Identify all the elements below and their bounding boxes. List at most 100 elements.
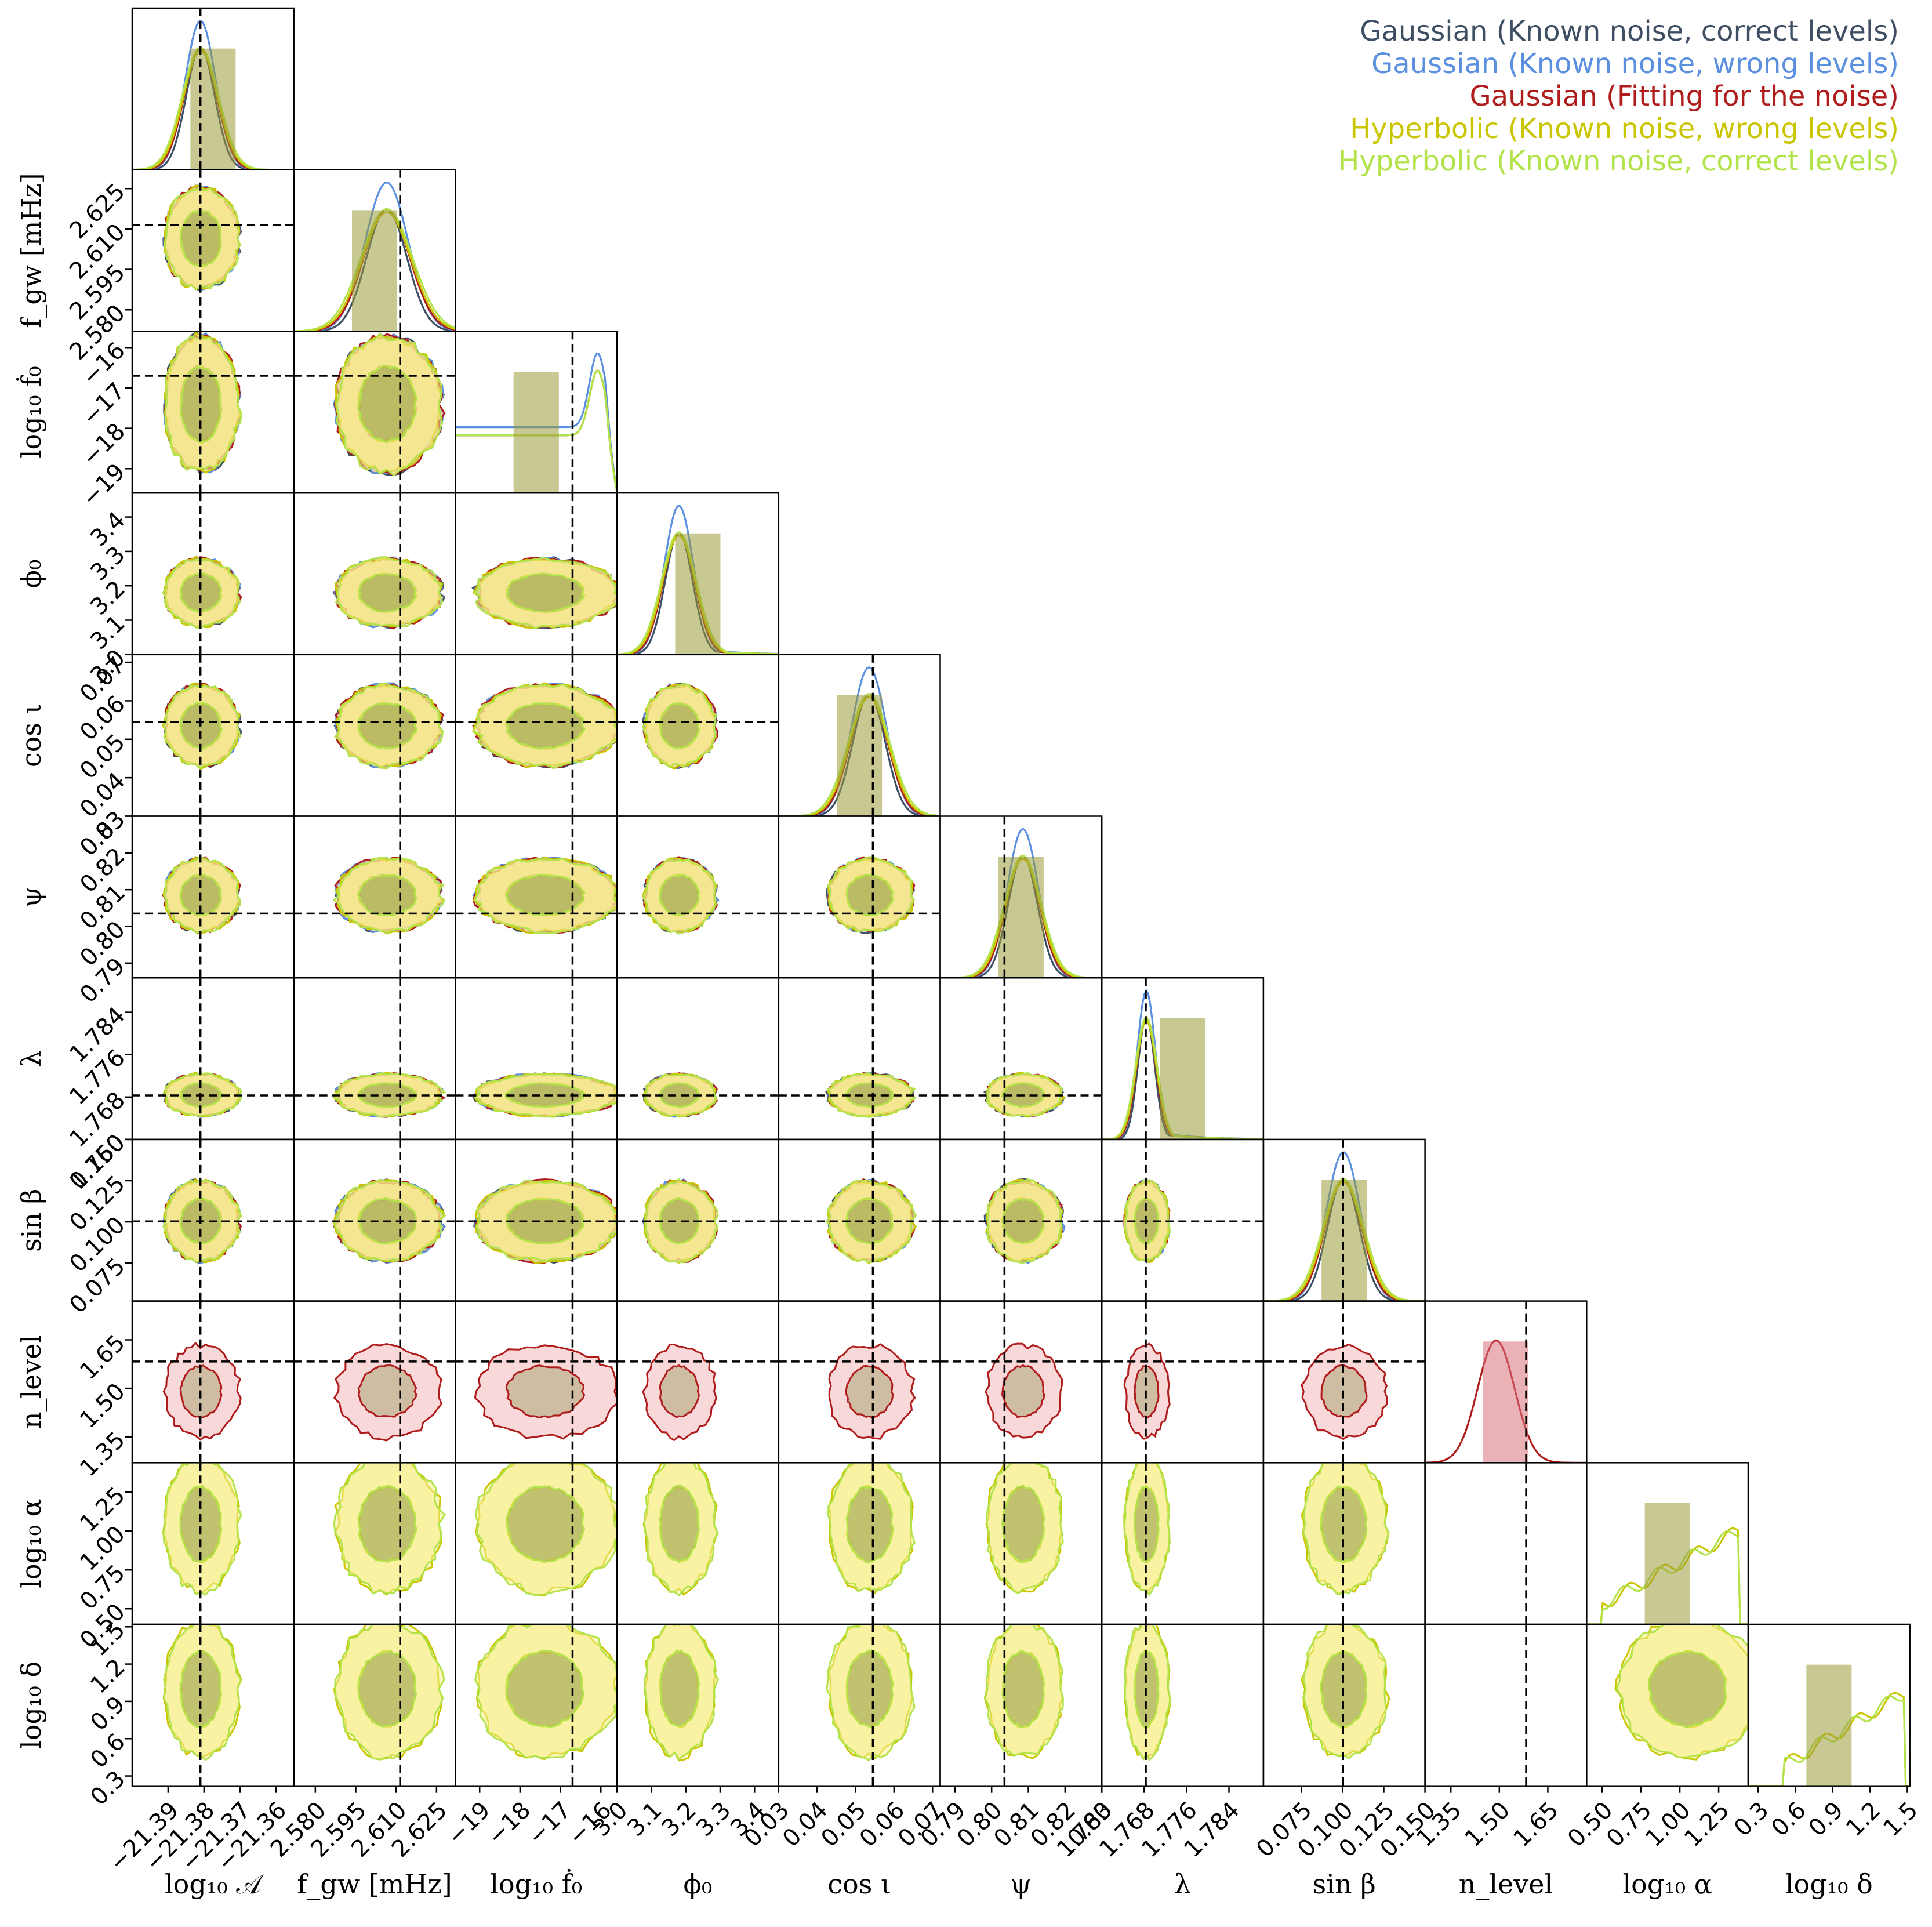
- x-axis-label-logalpha: log₁₀ α: [1622, 1868, 1712, 1900]
- panel-logalpha-sinbeta: [1262, 1462, 1426, 1625]
- contour-inner: [358, 573, 417, 613]
- panel-logalpha-nlevel: [1424, 1462, 1588, 1625]
- legend-entry-1: Gaussian (Known noise, wrong levels): [1371, 48, 1899, 80]
- x-tick-label: 0.3: [1729, 1797, 1774, 1842]
- panel-logdelta-logdelta: [1747, 1623, 1911, 1787]
- x-tick-label: 0.6: [1766, 1797, 1811, 1842]
- contour-outer: [473, 683, 618, 770]
- x-tick-label: −18: [482, 1797, 536, 1850]
- x-axis-label-cosi: cos ι: [827, 1868, 891, 1900]
- contour-outer: [162, 685, 241, 769]
- y-axis-label-psi: ψ: [16, 887, 47, 908]
- credible-band: [1160, 1018, 1205, 1139]
- panel-cosi-phi0: [616, 654, 780, 817]
- y-tick-label: 0.9: [85, 1691, 130, 1736]
- x-axis-label-psi: ψ: [1011, 1868, 1032, 1900]
- y-tick-label: 1.65: [75, 1330, 130, 1385]
- x-axis-label-fgw: f_gw [mHz]: [297, 1868, 452, 1900]
- y-tick-label: 0.3: [85, 1766, 130, 1811]
- y-tick-label: 3.4: [85, 507, 130, 552]
- contour-inner: [506, 874, 586, 916]
- panel-sinbeta-phi0: [616, 1138, 780, 1302]
- panel-logdelta-logalpha: [1586, 1623, 1749, 1787]
- panel-nlevel-phi0: [616, 1300, 780, 1464]
- contour-inner: [659, 1649, 700, 1727]
- panel-psi-logA: [131, 815, 295, 979]
- contour-outer: [474, 1624, 618, 1759]
- x-axis-label-sinbeta: sin β: [1313, 1868, 1376, 1900]
- panel-lambda-logA: [131, 977, 295, 1141]
- panel-psi-fgw: [293, 815, 456, 979]
- contour-inner: [659, 1364, 700, 1418]
- x-axis-label-logfdot: log₁₀ ḟ₀: [490, 1868, 582, 1900]
- panel-lambda-phi0: [616, 977, 780, 1141]
- contour-inner: [505, 1650, 585, 1728]
- contour-inner: [659, 702, 700, 750]
- x-axis-label-logA: log₁₀ 𝒜: [165, 1868, 264, 1900]
- contour-inner: [1320, 1486, 1368, 1564]
- panel-logalpha-fgw: [293, 1462, 456, 1625]
- y-axis-label-lambda: λ: [16, 1050, 47, 1067]
- credible-band: [1644, 1503, 1690, 1624]
- x-axis-label-logdelta: log₁₀ δ: [1785, 1868, 1873, 1900]
- panel-frame: [1424, 1462, 1588, 1625]
- panel-psi-phi0: [616, 815, 780, 979]
- credible-band: [837, 695, 883, 816]
- credible-band: [675, 533, 721, 655]
- panel-logfdot-logA: [131, 331, 295, 494]
- contour-outer: [335, 332, 444, 477]
- panel-logdelta-cosi: [778, 1623, 941, 1787]
- contour-inner: [659, 1082, 700, 1108]
- panel-cosi-logfdot: [455, 654, 618, 817]
- contour-inner: [659, 874, 700, 917]
- legend-entry-0: Gaussian (Known noise, correct levels): [1360, 15, 1899, 48]
- contour-outer: [1615, 1624, 1749, 1758]
- panel-cosi-cosi: [778, 654, 941, 817]
- panel-logdelta-logA: [131, 1623, 295, 1787]
- panel-logalpha-logA: [131, 1462, 295, 1625]
- y-tick-label: −18: [77, 418, 130, 471]
- panel-cosi-logA: [131, 654, 295, 817]
- credible-band: [513, 372, 559, 493]
- panel-psi-logfdot: [455, 815, 618, 979]
- x-tick-label: 1.65: [1508, 1797, 1564, 1853]
- panel-cosi-fgw: [293, 654, 456, 817]
- contour-inner: [1001, 1484, 1045, 1563]
- contour-inner: [505, 1485, 586, 1563]
- contour-outer: [642, 682, 717, 769]
- panel-nlevel-lambda: [1101, 1300, 1265, 1464]
- panel-nlevel-fgw: [293, 1300, 456, 1464]
- y-tick-label: 1.50: [75, 1378, 130, 1434]
- contour-inner: [845, 1364, 894, 1418]
- panel-frame: [1424, 1623, 1588, 1787]
- contour-inner: [659, 1485, 700, 1563]
- contour-outer: [642, 858, 717, 935]
- x-axis-label-nlevel: n_level: [1459, 1868, 1553, 1900]
- panel-lambda-psi: [939, 977, 1103, 1141]
- corner-panels: [131, 7, 1911, 1787]
- credible-band: [1483, 1341, 1528, 1463]
- y-axis-label-phi0: ϕ₀: [16, 560, 47, 589]
- panel-psi-psi: [939, 815, 1103, 979]
- contour-inner: [1001, 1364, 1045, 1418]
- contour-outer: [333, 1463, 446, 1595]
- contour-outer: [334, 683, 444, 770]
- contour-outer: [163, 1624, 242, 1761]
- panel-logalpha-logalpha: [1586, 1462, 1749, 1625]
- contour-inner: [180, 572, 222, 613]
- contour-outer: [826, 1624, 916, 1762]
- panel-lambda-lambda: [1101, 977, 1265, 1141]
- contour-outer: [827, 1463, 916, 1593]
- contour-inner: [846, 1649, 894, 1728]
- contour-inner: [845, 1486, 894, 1563]
- panel-logalpha-cosi: [778, 1462, 941, 1625]
- y-axis-label-cosi: cos ι: [16, 703, 47, 767]
- panel-nlevel-logA: [131, 1300, 295, 1464]
- marginal-curve: [1263, 1178, 1425, 1301]
- panel-phi0-fgw: [293, 492, 456, 656]
- y-axis-label-logfdot: log₁₀ ḟ₀: [16, 366, 47, 458]
- contour-outer: [474, 1344, 618, 1440]
- contour-outer: [164, 187, 242, 291]
- contour-outer: [335, 556, 444, 628]
- contour-inner: [845, 874, 894, 917]
